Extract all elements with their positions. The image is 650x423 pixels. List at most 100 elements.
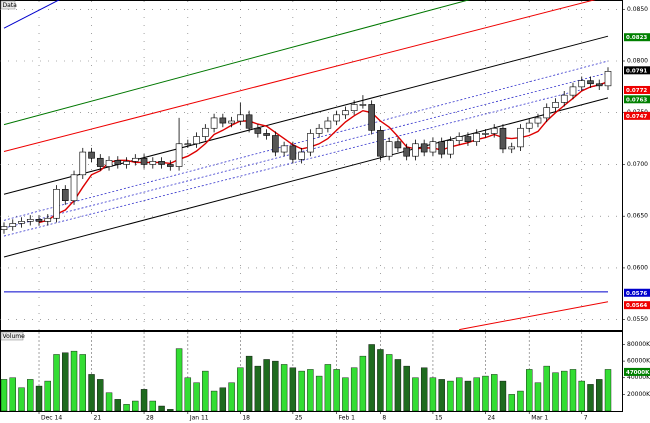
y-tick-label: 80000K	[627, 341, 650, 348]
volume-bar	[79, 354, 86, 412]
candle-body	[464, 136, 472, 143]
candle-body	[525, 122, 533, 129]
candle-body	[245, 114, 253, 129]
trend-line	[3, 35, 609, 195]
price-marker	[624, 33, 650, 42]
candle-body	[490, 127, 498, 134]
volume-bar	[482, 375, 489, 412]
candle-body	[123, 161, 130, 165]
trend-line	[3, 60, 609, 221]
volume-bar	[88, 374, 95, 412]
candle-body	[254, 127, 262, 134]
volume-bar	[385, 354, 393, 412]
candle-body	[44, 217, 52, 222]
price-panel	[0, 0, 623, 331]
candle-body	[35, 218, 43, 222]
volume-bar	[140, 389, 148, 412]
price-marker-label: 0.0747	[626, 114, 647, 120]
candle-body	[394, 141, 402, 149]
volume-bar	[377, 349, 384, 412]
candle-body	[342, 110, 349, 116]
y-tick-label: 40000K	[627, 374, 650, 381]
volume-bar	[368, 344, 375, 412]
candle-body	[595, 83, 603, 87]
price-marker	[624, 367, 650, 376]
price-marker	[624, 288, 650, 297]
y-tick-label: 0.0600	[627, 264, 648, 271]
volume-bar	[114, 399, 121, 412]
y-tick-label: 20000K	[627, 391, 650, 398]
volume-bar	[184, 377, 192, 412]
volume-bar	[105, 392, 113, 412]
volume-bar	[193, 382, 200, 412]
candle-body	[280, 145, 288, 153]
volume-bar	[499, 380, 507, 412]
candle-body	[272, 135, 279, 153]
candle-body	[114, 160, 122, 165]
volume-bar	[0, 379, 8, 412]
volume-bar	[53, 354, 60, 412]
volume-bar	[167, 409, 174, 412]
volume-bar	[447, 380, 454, 412]
candle-body	[324, 120, 332, 129]
x-tick-label: 24	[487, 415, 495, 422]
volume-bar	[473, 377, 480, 412]
candle-body	[333, 114, 340, 122]
volume-bar	[202, 370, 209, 412]
price-marker	[624, 111, 650, 120]
candle-body	[237, 114, 244, 122]
volume-bar	[455, 377, 463, 412]
candle-body	[482, 133, 489, 135]
volume-bar	[289, 367, 297, 412]
y-tick-label: 0.0700	[627, 161, 648, 168]
candle-body	[0, 226, 8, 230]
volume-bar	[315, 375, 323, 412]
volume-bar	[27, 379, 34, 412]
volume-bar	[342, 377, 349, 412]
candle-body	[350, 104, 358, 111]
candle-body	[202, 127, 209, 137]
trend-line	[3, 0, 596, 153]
volume-bar	[149, 400, 157, 412]
volume-bar	[543, 365, 550, 412]
x-tick-label: Dec 14	[41, 415, 62, 422]
volume-bar	[517, 390, 524, 412]
x-tick-label: Mar 1	[531, 415, 548, 422]
price-marker-label: 0.0791	[626, 68, 647, 74]
candle-body	[70, 174, 78, 201]
x-tick-label: 15	[435, 415, 443, 422]
candle-body	[499, 127, 507, 150]
price-marker-label: 0.0576	[626, 291, 647, 297]
candle-body	[543, 107, 551, 119]
candle-body	[61, 188, 69, 201]
x-tick-label: 28	[146, 415, 154, 422]
volume-bar	[324, 364, 332, 412]
price-panel-label: Data	[3, 2, 18, 9]
candle-body	[473, 133, 480, 143]
price-marker-label: 0.0763	[626, 97, 647, 103]
volume-bar	[158, 405, 165, 412]
candle-body	[315, 127, 323, 134]
candle-body	[219, 117, 227, 124]
volume-bar	[175, 348, 183, 412]
candle-body	[79, 151, 87, 176]
x-tick-label: 7	[584, 415, 588, 422]
volume-bar	[534, 382, 542, 412]
candle-body	[508, 146, 516, 150]
candle-body	[298, 151, 305, 160]
volume-bar	[44, 380, 51, 412]
volume-bar	[333, 369, 340, 412]
panel-label-box	[0, 331, 24, 341]
volume-bar	[526, 369, 533, 412]
volume-bar	[578, 380, 585, 412]
volume-bar	[420, 367, 428, 412]
volume-bar	[552, 372, 559, 412]
candle-body	[193, 136, 200, 145]
candle-body	[420, 143, 428, 153]
candle-body	[175, 143, 183, 167]
volume-bar	[9, 377, 16, 412]
volume-bar	[561, 370, 568, 412]
candle-body	[534, 117, 542, 124]
volume-bar	[219, 387, 227, 412]
